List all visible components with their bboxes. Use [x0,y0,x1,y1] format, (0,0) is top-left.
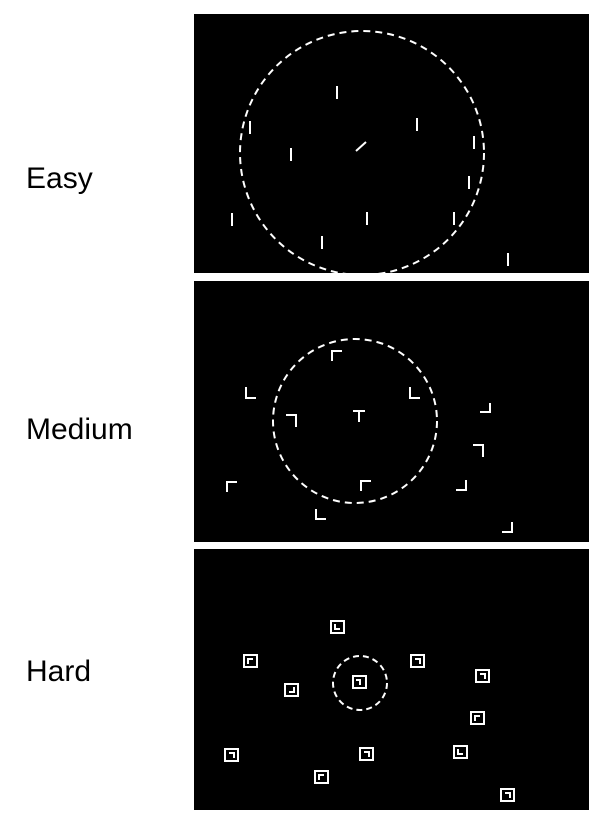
distractor-L-shape [245,387,256,399]
distractor-L-shape [360,480,371,491]
distractor-glyph [284,683,299,697]
distractor-L-shape [286,414,297,427]
medium-display [226,338,513,533]
distractor-glyph [314,770,329,784]
distractor-L-shape [315,509,326,520]
distractor-glyph [475,669,490,683]
distractor-L-shape [331,350,342,361]
distractor-glyph [410,654,425,668]
search-area-circle [332,655,388,711]
distractor-L-shape [473,444,484,457]
easy-display [231,30,509,273]
distractor-L-shape [409,387,420,399]
row-label-hard: Hard [26,655,92,688]
distractor-glyph [224,748,239,762]
distractor-L-shape [456,480,467,491]
distractor-glyph [500,788,515,802]
distractor-L-shape [502,522,513,533]
distractor-glyph [453,745,468,759]
distractor-glyph [243,654,258,668]
target-tilted-line [355,141,367,152]
search-area-circle [272,338,438,504]
distractor-glyph [330,620,345,634]
hard-panel [194,549,589,810]
easy-panel [194,14,589,273]
search-area-circle [239,30,485,273]
distractor-L-shape [226,481,237,492]
target-T-shape [353,410,365,422]
medium-panel [194,281,589,542]
hard-display [224,620,515,802]
row-label-easy: Easy [26,162,93,195]
row-label-medium: Medium [26,413,133,446]
distractor-glyph [470,711,485,725]
distractor-glyph [359,747,374,761]
distractor-L-shape [480,403,491,413]
target-glyph [352,675,367,689]
